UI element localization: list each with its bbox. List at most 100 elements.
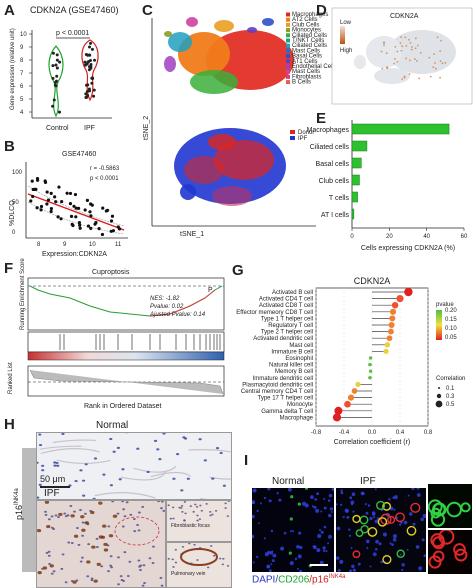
ihc-inset-fibroblastic: Fibroblastic focus [166,500,232,542]
bar-t-cells [351,191,358,203]
lollipop-category-label: Plasmacytoid dendritic cell [242,382,313,388]
panel-b-ytick: 0 [12,230,16,236]
panel-a-pvalue: p < 0.0001 [56,30,89,37]
ipf-point [92,88,96,92]
lollipop-point [389,308,397,315]
corr-legend-dot [436,393,442,399]
cluster-legend-label: B Cells [292,80,311,86]
lollipop-point [388,322,395,328]
ipf-point [90,76,94,80]
bar-category-label: Ciliated cells [310,144,350,151]
scatter-point [59,217,63,221]
scatter-point [94,220,98,225]
scatter-point [88,210,92,214]
panel-b-scatter-plot: GSE47460 %DLCO r = -0.5863 p < 0.0001 8 9… [9,151,128,258]
lollipop-category-label: Immature dendritic cell [253,376,313,382]
scatter-point [73,192,78,197]
cluster-legend-label: T/NKT Cells [292,38,324,44]
lollipop-category-label: Type 1 T helper cell [261,316,313,322]
panel-h-inset1-label: Fibroblastic focus [171,523,210,529]
panel-label-c: C [142,2,153,19]
cluster-legend-label: AT1 Cells [292,59,318,65]
cluster-legend-swatch [286,43,290,48]
panel-f-ylabel-top: Running Enrichment Score [20,258,26,330]
scatter-point [39,208,43,212]
lollipop-category-label: Activated CD4 T cell [259,297,313,303]
lollipop-xtick: -0.8 [311,430,322,436]
control-point [55,74,59,78]
control-point [58,60,62,64]
if-cd206-inset [428,484,472,528]
scatter-point [76,206,81,210]
lollipop-category-label: Memory B cell [275,369,313,375]
ipf-point [86,53,90,57]
cluster-legend-swatch [286,54,290,59]
panel-i-normal-label: Normal [272,476,305,487]
panel-f-marker: P [208,287,213,294]
scatter-point [57,185,61,189]
lollipop-point [368,362,372,367]
bar-macrophages [351,123,450,135]
ipf-point [92,94,96,98]
panel-label-d: D [316,2,327,19]
scatter-point [100,232,105,237]
bar-category-label: Club cells [319,178,350,185]
scatter-point [69,214,74,218]
lollipop-xtick: 0.0 [368,430,377,436]
lollipop-point [347,394,355,401]
panel-b-r: r = -0.5863 [90,166,120,172]
panel-f-adjp: Ajusted Pvalue: 0.14 [149,312,206,318]
lollipop-xtick: 0.4 [396,430,405,436]
panel-a-title: CDKN2A (GSE47460) [30,5,119,15]
cluster-legend-swatch [286,69,290,74]
scatter-point [65,191,69,195]
scatter-point [30,179,34,183]
lollipop-xlabel: Correlation coefficient (r) [334,439,411,446]
ipf-point [86,94,90,98]
panel-f-xlabel: Rank in Ordered Dataset [84,403,161,410]
ipf-violin [81,39,99,102]
panel-label-b: B [4,138,15,155]
cluster-legend-label: Fibroblasts [292,74,321,80]
cluster-legend-label: Club Cells [292,22,319,28]
scatter-point [53,195,57,199]
lollipop-category-label: Natural killer cell [269,363,313,369]
bar-xtick: 60 [461,234,468,240]
scatter-point [110,214,115,218]
lollipop-category-label: Mast cell [289,343,313,349]
panel-b-xtick: 10 [89,242,96,248]
lollipop-category-label: Type 2 T helper cell [261,330,313,336]
scatter-point [71,223,75,228]
cluster-legend-swatch [286,48,290,53]
pvalue-legend-tick: 0.20 [445,308,457,314]
condition-legend-label: Donor [298,130,314,136]
if-ipf-image [336,488,426,572]
lollipop-category-label: Immature B cell [271,349,313,355]
scatter-point [89,226,93,230]
scatter-point [49,191,53,195]
scatter-point [72,204,76,208]
lollipop-category-label: Activated dendritic cell [253,336,313,342]
ihc-normal-image [36,432,232,500]
panel-label-a: A [4,2,15,19]
control-point [53,83,57,87]
panel-f-pval: Pvalue: 0.02 [150,304,184,310]
control-point [55,66,59,70]
lollipop-point [334,406,343,415]
ipf-point [89,62,93,66]
lollipop-point [391,301,399,309]
scatter-point [86,224,91,228]
bar-xtick: 20 [386,234,393,240]
lollipop-xtick: 0.8 [424,430,433,436]
cluster-legend-label: Monocytes [292,28,321,34]
scatter-point [36,178,40,182]
panel-d-legend-high: High [340,48,352,54]
panel-b-ytick: 50 [12,200,19,206]
panel-a-ylabel: Gene expression (relative unit) [10,28,16,110]
panel-f-title: Cuproptosis [92,269,130,276]
panel-h-side-text: p16 [14,504,24,520]
bar-basal-cells [351,157,362,169]
lollipop-point [368,376,372,380]
condition-legend-swatch [290,136,295,140]
